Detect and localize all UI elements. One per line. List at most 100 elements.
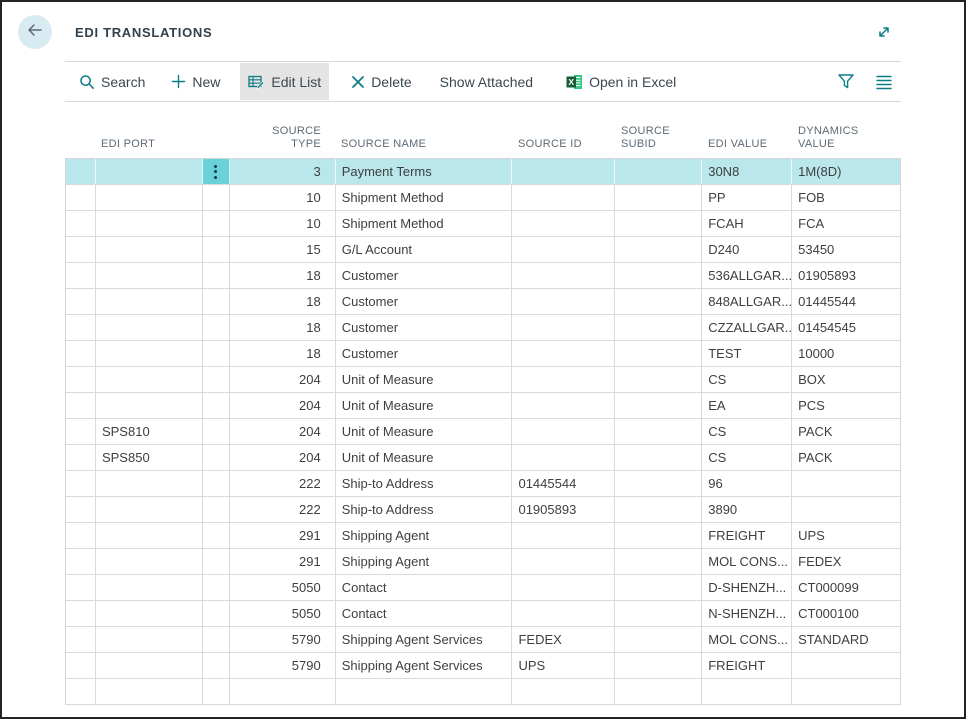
cell-source_id[interactable] (512, 549, 616, 574)
cell-source_id[interactable] (512, 237, 616, 262)
header-source_subid[interactable]: SOURCE SUBID (621, 125, 670, 150)
table-row[interactable]: 222 Ship-to Address 01905893 3890 (66, 497, 900, 523)
row-indicator-cell[interactable] (66, 211, 96, 236)
cell-edi_port[interactable] (96, 185, 203, 210)
row-indicator-cell[interactable] (66, 159, 96, 184)
row-indicator-cell[interactable] (66, 419, 96, 444)
cell-source_id[interactable] (512, 341, 616, 366)
row-menu-cell[interactable] (203, 653, 230, 678)
cell-source_id[interactable] (512, 393, 616, 418)
cell-edi_port[interactable] (96, 159, 203, 184)
row-menu-cell[interactable] (203, 679, 230, 704)
cell-source_type[interactable]: 18 (230, 315, 336, 340)
cell-dynamics_value[interactable]: FOB (798, 190, 825, 205)
cell-edi_port[interactable] (96, 263, 203, 288)
cell-source_id[interactable] (512, 289, 616, 314)
table-row[interactable]: 18 Customer TEST 10000 (66, 341, 900, 367)
cell-source_id[interactable]: UPS (512, 653, 616, 678)
row-menu-cell[interactable] (203, 627, 230, 652)
cell-edi_port[interactable] (96, 315, 203, 340)
cell-source_type[interactable]: 204 (230, 445, 336, 470)
cell-source_subid[interactable] (615, 341, 703, 366)
cell-source_subid[interactable] (615, 679, 703, 704)
row-menu-cell[interactable] (203, 497, 230, 522)
cell-dynamics_value[interactable]: PCS (798, 398, 825, 413)
cell-source_name[interactable]: Shipping Agent (336, 549, 513, 574)
expand-button[interactable] (872, 22, 896, 46)
row-indicator-cell[interactable] (66, 549, 96, 574)
cell-source_subid[interactable] (615, 237, 703, 262)
cell-source_id[interactable] (512, 419, 616, 444)
table-row[interactable]: 18 Customer 848ALLGAR... 01445544 (66, 289, 900, 315)
row-menu-cell[interactable] (203, 185, 230, 210)
table-row[interactable]: SPS810 204 Unit of Measure CS PACK (66, 419, 900, 445)
cell-dynamics_value[interactable]: UPS (798, 528, 825, 543)
row-menu-cell[interactable] (203, 445, 230, 470)
row-indicator-cell[interactable] (66, 185, 96, 210)
cell-source_type[interactable]: 3 (230, 159, 336, 184)
cell-source_name[interactable]: Shipment Method (336, 211, 513, 236)
header-source_type[interactable]: SOURCE TYPE (272, 125, 321, 150)
cell-source_subid[interactable] (615, 497, 703, 522)
cell-source_type[interactable]: 222 (230, 471, 336, 496)
cell-edi_port[interactable] (96, 523, 203, 548)
header-dynamics_value[interactable]: DYNAMICS VALUE (798, 125, 859, 150)
cell-source_name[interactable]: Contact (336, 601, 513, 626)
cell-edi_value[interactable]: TEST (702, 341, 793, 366)
row-indicator-cell[interactable] (66, 263, 96, 288)
cell-source_name[interactable]: Shipping Agent Services (336, 653, 513, 678)
cell-source_subid[interactable] (615, 315, 703, 340)
row-menu-cell[interactable] (203, 601, 230, 626)
row-indicator-cell[interactable] (66, 393, 96, 418)
cell-source_id[interactable] (512, 263, 616, 288)
row-indicator-cell[interactable] (66, 367, 96, 392)
cell-source_name[interactable] (336, 679, 513, 704)
cell-edi_port[interactable] (96, 237, 203, 262)
cell-edi_port[interactable] (96, 627, 203, 652)
cell-edi_port[interactable] (96, 549, 203, 574)
cell-edi_value[interactable]: 30N8 (702, 159, 793, 184)
cell-edi_value[interactable]: CS (702, 445, 793, 470)
cell-source_subid[interactable] (615, 185, 703, 210)
cell-source_type[interactable]: 291 (230, 549, 336, 574)
row-indicator-cell[interactable] (66, 445, 96, 470)
cell-source_subid[interactable] (615, 601, 703, 626)
row-menu-cell[interactable] (203, 549, 230, 574)
cell-edi_value[interactable]: 3890 (702, 497, 793, 522)
cell-dynamics_value[interactable]: PACK (798, 424, 833, 439)
row-indicator-cell[interactable] (66, 575, 96, 600)
cell-source_name[interactable]: Contact (336, 575, 513, 600)
cell-source_subid[interactable] (615, 549, 703, 574)
cell-source_subid[interactable] (615, 575, 703, 600)
cell-source_type[interactable]: 5790 (230, 627, 336, 652)
row-indicator-cell[interactable] (66, 471, 96, 496)
edit-list-button[interactable]: Edit List (240, 63, 330, 100)
row-context-menu-button[interactable] (202, 159, 230, 184)
filter-button[interactable] (831, 63, 861, 100)
table-row[interactable]: 291 Shipping Agent FREIGHT UPS (66, 523, 900, 549)
cell-edi_value[interactable]: MOL CONS... (702, 627, 793, 652)
cell-dynamics_value[interactable]: FEDEX (798, 554, 842, 569)
table-row[interactable]: 15 G/L Account D240 53450 (66, 237, 900, 263)
cell-source_name[interactable]: Payment Terms (336, 159, 513, 184)
row-indicator-cell[interactable] (66, 627, 96, 652)
cell-source_name[interactable]: G/L Account (336, 237, 513, 262)
cell-edi_value[interactable]: FCAH (702, 211, 793, 236)
delete-button[interactable]: Delete (343, 63, 419, 100)
cell-source_id[interactable] (512, 445, 616, 470)
cell-source_type[interactable]: 204 (230, 393, 336, 418)
cell-source_subid[interactable] (615, 445, 703, 470)
cell-source_subid[interactable] (615, 393, 703, 418)
cell-source_subid[interactable] (615, 367, 703, 392)
cell-edi_port[interactable] (96, 679, 203, 704)
cell-dynamics_value[interactable]: BOX (798, 372, 826, 387)
cell-source_type[interactable]: 10 (230, 185, 336, 210)
cell-edi_value[interactable] (702, 679, 793, 704)
row-indicator-cell[interactable] (66, 237, 96, 262)
table-row[interactable]: 18 Customer CZZALLGAR... 01454545 (66, 315, 900, 341)
row-menu-cell[interactable] (203, 471, 230, 496)
cell-source_type[interactable]: 222 (230, 497, 336, 522)
cell-source_subid[interactable] (615, 263, 703, 288)
table-row[interactable]: 10 Shipment Method PP FOB (66, 185, 900, 211)
cell-source_name[interactable]: Shipping Agent (336, 523, 513, 548)
